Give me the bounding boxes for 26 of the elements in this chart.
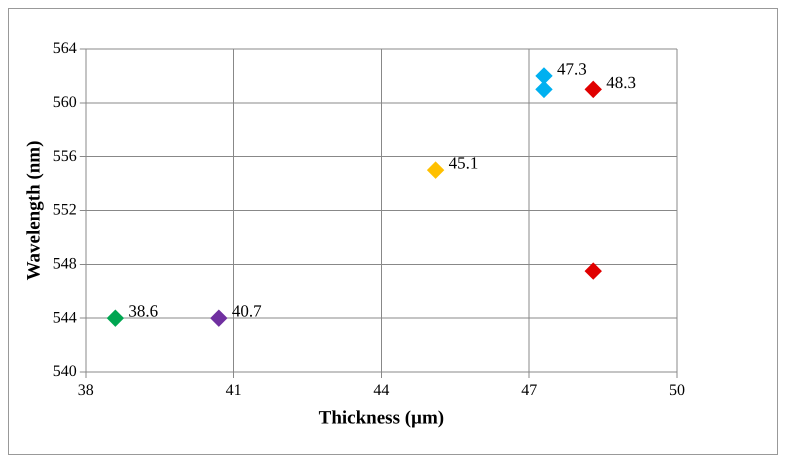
- x-tick-label: 44: [373, 382, 390, 399]
- y-tick-label: 548: [52, 256, 77, 273]
- x-tick-label: 50: [669, 382, 685, 399]
- y-tick-label: 564: [52, 40, 77, 58]
- x-tick-label: 38: [78, 382, 94, 399]
- y-axis-title: Wavelength (nm): [23, 140, 44, 280]
- y-tick-label: 556: [52, 148, 77, 165]
- x-tick-label: 47: [521, 382, 538, 399]
- annotation: 47.3: [556, 59, 587, 78]
- point: [535, 80, 552, 98]
- point: [427, 162, 444, 179]
- annotation: 45.1: [448, 154, 478, 173]
- point: [535, 67, 552, 84]
- point: [584, 80, 602, 98]
- y-tick-label: 560: [52, 94, 77, 112]
- x-axis-title: Thickness (µm): [318, 408, 444, 429]
- point: [210, 310, 228, 327]
- annotation: 48.3: [606, 72, 636, 92]
- y-tick-label: 544: [52, 309, 77, 326]
- y-tick-label: 540: [52, 363, 77, 380]
- annotation: 38.6: [128, 302, 158, 321]
- point: [106, 310, 124, 327]
- y-tick-label: 552: [52, 202, 77, 219]
- annotation: 40.7: [232, 302, 262, 321]
- point: [584, 262, 602, 280]
- x-tick-label: 41: [226, 382, 242, 399]
